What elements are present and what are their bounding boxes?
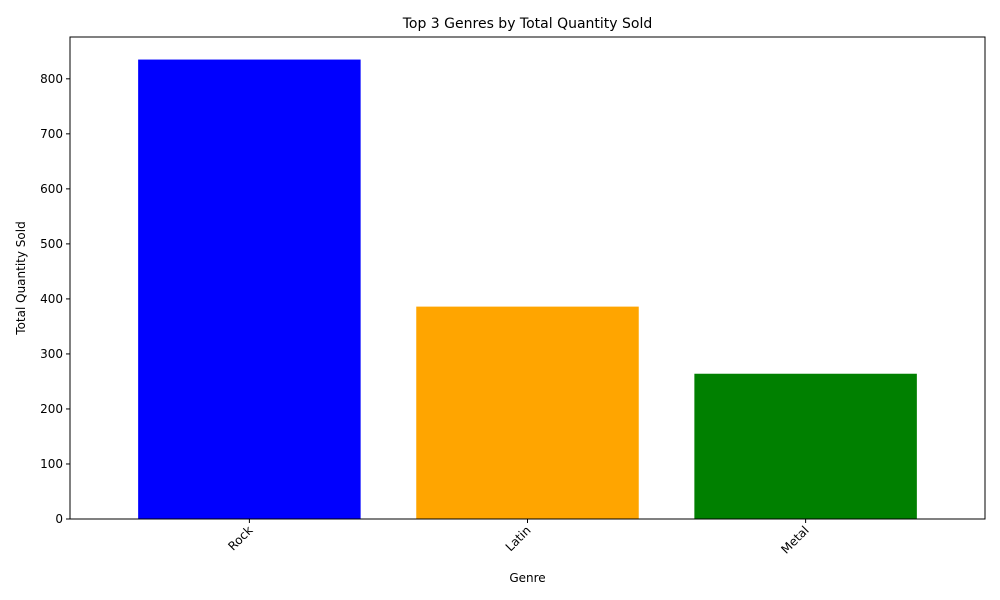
y-tick-label: 0 <box>55 512 63 526</box>
chart-title: Top 3 Genres by Total Quantity Sold <box>402 16 653 32</box>
y-tick-label: 600 <box>40 182 63 196</box>
bar-rock <box>138 59 361 520</box>
y-tick-label: 200 <box>40 402 63 416</box>
x-axis-label: Genre <box>509 571 545 585</box>
y-tick-label: 400 <box>40 292 63 306</box>
bar-metal <box>694 373 917 519</box>
y-axis-ticks: 0 100 200 300 400 500 600 700 800 <box>40 72 70 526</box>
bars-layer <box>138 59 917 520</box>
y-tick-label: 700 <box>40 127 63 141</box>
bar-latin <box>416 306 639 519</box>
y-tick-label: 300 <box>40 347 63 361</box>
y-tick-label: 800 <box>40 72 63 86</box>
y-tick-label: 100 <box>40 457 63 471</box>
y-tick-label: 500 <box>40 237 63 251</box>
y-axis-label: Total Quantity Sold <box>14 221 28 335</box>
plot-frame <box>69 36 986 520</box>
